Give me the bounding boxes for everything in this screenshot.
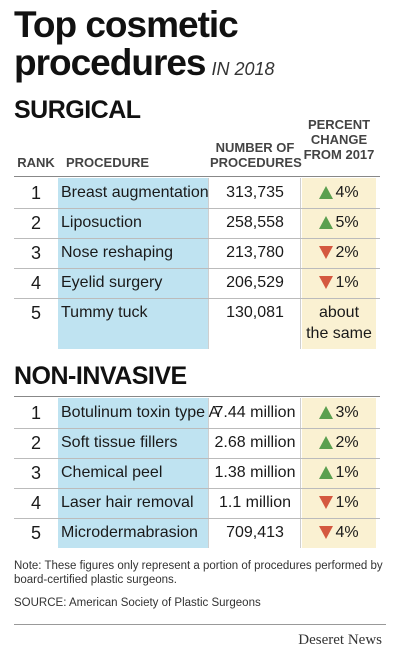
noninvasive-change-column-bg: [302, 398, 376, 548]
surgical-rank-cell: 2: [30, 213, 41, 233]
noninvasive-procedure-cell: Chemical peel: [61, 464, 163, 481]
noninvasive-change-value: 4%: [335, 524, 359, 541]
surgical-row-divider: [14, 268, 380, 269]
noninvasive-number-cell: 1.38 million: [214, 464, 296, 481]
noninvasive-procedure-cell: Microdermabrasion: [61, 524, 198, 541]
surgical-procedure-cell: Liposuction: [61, 214, 142, 231]
surgical-procedure-cell: Breast augmentation: [61, 184, 209, 201]
surgical-procedure-column-bg: [58, 178, 208, 349]
surgical-procedure-cell: Eyelid surgery: [61, 274, 163, 291]
noninvasive-number-cell: 7.44 million: [214, 404, 296, 421]
surgical-change-value: 4%: [335, 184, 359, 201]
down-arrow-icon: [319, 246, 334, 260]
noninvasive-procedure-cell: Laser hair removal: [61, 494, 194, 511]
surgical-change-value: 5%: [335, 214, 359, 231]
noninvasive-change-cell: 4%: [302, 518, 376, 548]
surgical-number-cell: 313,735: [226, 184, 284, 201]
header-number-line2: PROCEDURES: [210, 155, 302, 170]
section-surgical: SURGICAL: [14, 96, 141, 124]
noninvasive-number-cell: 2.68 million: [214, 434, 296, 451]
header-pct-line1: PERCENT: [307, 117, 371, 132]
header-pct-line2: CHANGE: [310, 132, 368, 147]
noninvasive-row-divider: [14, 518, 380, 519]
noninvasive-procedure-cell: Botulinum toxin type A: [61, 404, 220, 421]
noninvasive-change-cell: 3%: [302, 398, 376, 428]
noninvasive-number-cell: 1.1 million: [218, 494, 292, 511]
surgical-rank-cell: 4: [30, 273, 41, 293]
up-arrow-icon: [319, 216, 334, 230]
noninvasive-rank-cell: 2: [30, 433, 41, 453]
up-arrow-icon: [319, 436, 334, 450]
surgical-number-cell: 130,081: [226, 304, 284, 321]
surgical-change-value: 2%: [335, 244, 359, 261]
noninvasive-rank-cell: 4: [30, 493, 41, 513]
noninvasive-rank-cell: 5: [30, 523, 41, 543]
title-line-2: procedures: [14, 42, 207, 83]
source: SOURCE: American Society of Plastic Surg…: [14, 597, 261, 609]
surgical-change-cell: 4%: [302, 178, 376, 208]
header-rank: RANK: [17, 155, 55, 170]
noninvasive-column-divider: [300, 398, 301, 548]
noninvasive-row-divider: [14, 428, 380, 429]
noninvasive-number-cell: 709,413: [226, 524, 284, 541]
surgical-column-divider: [208, 178, 209, 349]
surgical-rank-cell: 1: [30, 183, 41, 203]
noninvasive-rank-cell: 3: [30, 463, 41, 483]
noninvasive-change-cell: 2%: [302, 428, 376, 458]
footer-divider: [14, 624, 386, 625]
chart-title: Top cosmetic procedures IN 2018: [14, 6, 275, 88]
header-percent-change: PERCENT CHANGE FROM 2017: [302, 117, 376, 162]
surgical-row-divider: [14, 238, 380, 239]
noninvasive-change-cell: 1%: [302, 488, 376, 518]
surgical-change-cell: 5%: [302, 208, 376, 238]
surgical-rank-cell: 5: [30, 303, 41, 323]
noninvasive-header-divider: [14, 396, 380, 397]
down-arrow-icon: [319, 496, 334, 510]
noninvasive-procedure-column-bg: [58, 398, 208, 548]
noninvasive-procedure-cell: Soft tissue fillers: [61, 434, 178, 451]
noninvasive-column-divider: [208, 398, 209, 548]
noninvasive-change-value: 1%: [335, 464, 359, 481]
surgical-procedure-cell: Nose reshaping: [61, 244, 174, 261]
up-arrow-icon: [319, 406, 334, 420]
section-noninvasive: NON-INVASIVE: [14, 362, 187, 390]
down-arrow-icon: [319, 276, 334, 290]
note: Note: These figures only represent a por…: [14, 559, 384, 587]
noninvasive-change-value: 3%: [335, 404, 359, 421]
noninvasive-change-cell: 1%: [302, 458, 376, 488]
surgical-header-divider: [14, 176, 380, 177]
surgical-procedure-cell: Tummy tuck: [61, 304, 148, 321]
up-arrow-icon: [319, 186, 334, 200]
header-number: NUMBER OF PROCEDURES: [210, 140, 302, 170]
surgical-change-cell: 2%: [302, 238, 376, 268]
noninvasive-row-divider: [14, 488, 380, 489]
surgical-change-value: 1%: [335, 274, 359, 291]
surgical-change-cell: 1%: [302, 268, 376, 298]
note-line-1: Note: These figures only represent a por…: [14, 560, 383, 572]
surgical-number-cell: 206,529: [226, 274, 284, 291]
title-line-2-wrap: procedures IN 2018: [14, 44, 275, 88]
title-line-1: Top cosmetic: [14, 4, 239, 45]
surgical-rank-cell: 3: [30, 243, 41, 263]
noninvasive-row-divider: [14, 458, 380, 459]
surgical-change-cell: the same: [306, 325, 372, 342]
surgical-number-cell: 213,780: [226, 244, 284, 261]
note-line-2: board-certified plastic surgeons.: [14, 574, 177, 586]
down-arrow-icon: [319, 526, 334, 540]
surgical-column-divider: [300, 178, 301, 349]
surgical-change-cell: about: [318, 304, 360, 321]
noninvasive-change-value: 2%: [335, 434, 359, 451]
subtitle: IN 2018: [211, 59, 275, 79]
surgical-row-divider: [14, 298, 380, 299]
noninvasive-rank-cell: 1: [30, 403, 41, 423]
header-number-line1: NUMBER OF: [215, 140, 295, 155]
surgical-row-divider: [14, 208, 380, 209]
up-arrow-icon: [319, 466, 334, 480]
surgical-number-cell: 258,558: [226, 214, 284, 231]
publisher-logo: Deseret News: [298, 632, 382, 648]
header-procedure: PROCEDURE: [66, 155, 150, 170]
noninvasive-change-value: 1%: [335, 494, 359, 511]
surgical-change-column-bg: [302, 178, 376, 349]
header-pct-line3: FROM 2017: [303, 147, 375, 162]
